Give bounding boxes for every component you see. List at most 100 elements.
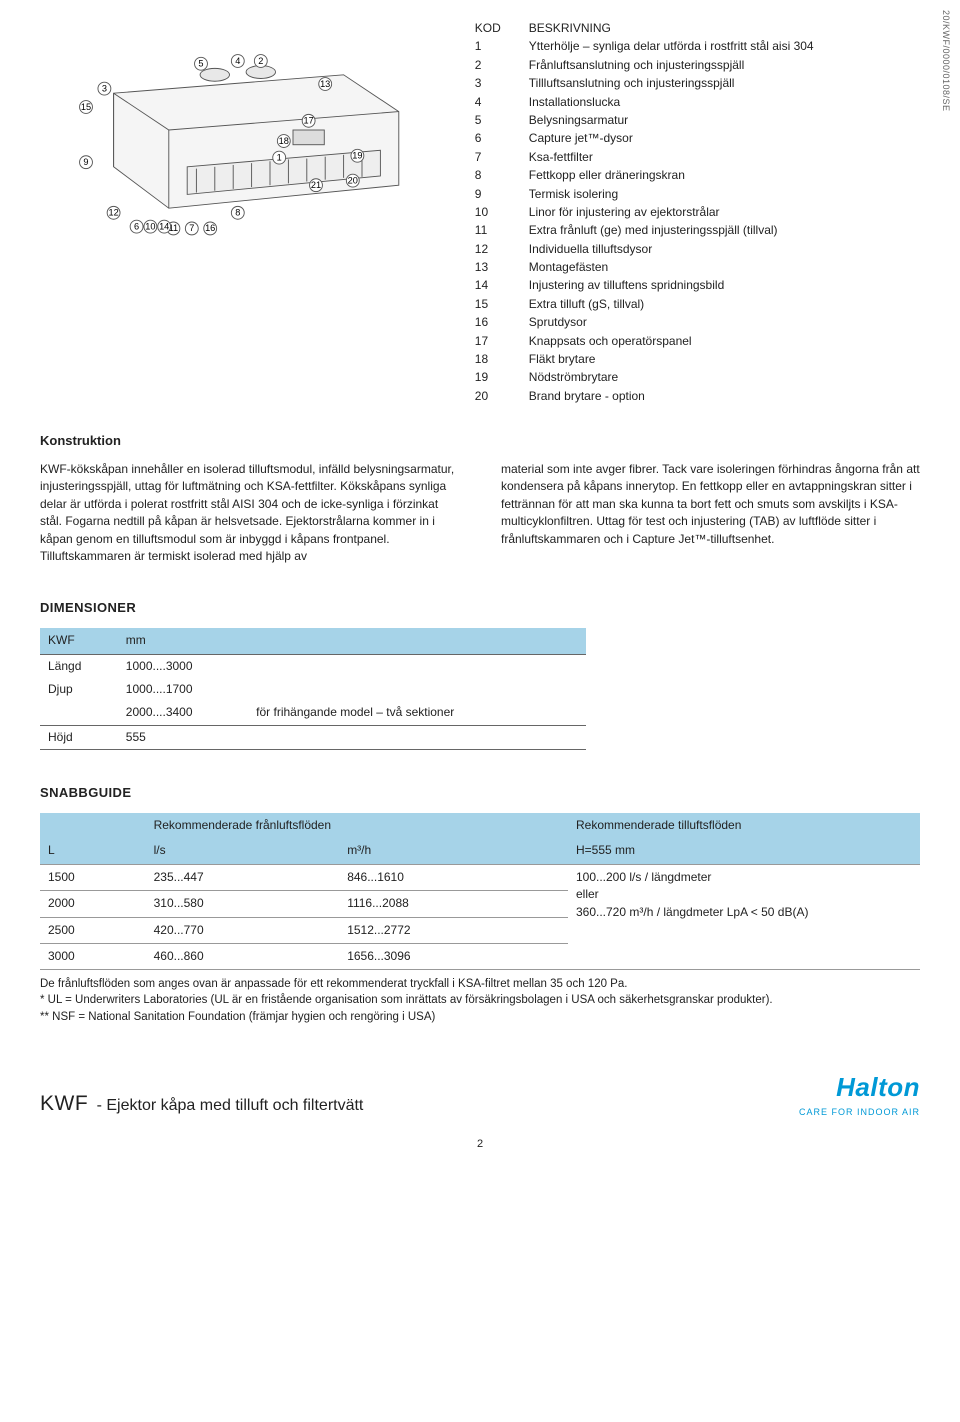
svg-text:4: 4: [235, 56, 240, 66]
footnote-line: * UL = Underwriters Laboratories (UL är …: [40, 992, 920, 1008]
note-line: 360...720 m³/h / längdmeter LpA < 50 dB(…: [576, 905, 808, 919]
product-diagram: 123456789101112131415161718192021: [40, 38, 445, 268]
kod-num: 19: [475, 369, 529, 386]
diagram-column: 123456789101112131415161718192021: [40, 20, 445, 406]
snabb-cell: 1116...2088: [339, 891, 568, 917]
dim-cell: för frihängande model – två sektioner: [248, 701, 585, 725]
kod-desc: Fläkt brytare: [529, 351, 920, 368]
kod-desc: Capture jet™-dysor: [529, 130, 920, 147]
snabb-grp-right: Rekommenderade tilluftsflöden: [568, 813, 920, 838]
kod-row: 14Injustering av tilluftens spridningsbi…: [475, 277, 920, 294]
svg-text:9: 9: [83, 157, 88, 167]
kod-desc: Fettkopp eller dräneringskran: [529, 167, 920, 184]
kod-num: 18: [475, 351, 529, 368]
kod-desc: Brand brytare - option: [529, 388, 920, 405]
kod-header-col1: KOD: [475, 20, 529, 37]
kod-table: KOD BESKRIVNING 1Ytterhölje – synliga de…: [475, 20, 920, 406]
kod-row: 4Installationslucka: [475, 94, 920, 111]
kod-row: 5Belysningsarmatur: [475, 112, 920, 129]
svg-text:5: 5: [198, 59, 203, 69]
konstruktion-columns: KWF-kökskåpan innehåller en isolerad til…: [40, 461, 920, 565]
snabb-cell: 420...770: [146, 917, 340, 943]
product-line: KWF - Ejektor kåpa med tilluft och filte…: [40, 1089, 363, 1119]
table-row: 2000....3400 för frihängande model – två…: [40, 701, 586, 725]
kod-desc: Knappsats och operatörspanel: [529, 333, 920, 350]
kod-desc: Extra tilluft (gS, tillval): [529, 296, 920, 313]
snabbguide-section: SNABBGUIDE Rekommenderade frånluftsflöde…: [40, 784, 920, 1024]
snabb-grp-left: Rekommenderade frånluftsflöden: [146, 813, 568, 838]
kod-row: 2Frånluftsanslutning och injusteringsspj…: [475, 57, 920, 74]
footer-desc: - Ejektor kåpa med tilluft och filtertvä…: [92, 1097, 363, 1114]
halton-logo: Halton: [799, 1069, 920, 1107]
svg-text:19: 19: [352, 151, 362, 161]
svg-text:14: 14: [159, 221, 169, 231]
kod-num: 16: [475, 314, 529, 331]
vertical-doc-code: 20/KWF/0000/0108/SE: [939, 10, 952, 112]
konstruktion-title: Konstruktion: [40, 432, 920, 451]
kod-desc: Extra frånluft (ge) med injusteringsspjä…: [529, 222, 920, 239]
dimensioner-section: DIMENSIONER KWF mm Längd 1000....3000 Dj…: [40, 599, 920, 750]
kod-row: 11Extra frånluft (ge) med injusteringssp…: [475, 222, 920, 239]
dim-cell: 555: [118, 725, 248, 749]
svg-text:15: 15: [81, 102, 91, 112]
dim-h-c2: mm: [118, 628, 248, 654]
dim-cell: Längd: [40, 654, 118, 678]
snabb-footnotes: De frånluftsflöden som anges ovan är anp…: [40, 976, 920, 1024]
kod-row: 1Ytterhölje – synliga delar utförda i ro…: [475, 38, 920, 55]
dim-cell: Djup: [40, 678, 118, 701]
snabb-cell: 1500: [40, 864, 146, 890]
snabb-group-row: Rekommenderade frånluftsflöden Rekommend…: [40, 813, 920, 838]
kod-row: 10Linor för injustering av ejektorstråla…: [475, 204, 920, 221]
snabb-cell: 2500: [40, 917, 146, 943]
kod-desc: Sprutdysor: [529, 314, 920, 331]
kod-row: 12Individuella tilluftsdysor: [475, 241, 920, 258]
kod-header-col2: BESKRIVNING: [529, 20, 920, 37]
page-footer: KWF - Ejektor kåpa med tilluft och filte…: [40, 1069, 920, 1120]
kod-desc: Linor för injustering av ejektorstrålar: [529, 204, 920, 221]
snabb-cell: 2000: [40, 891, 146, 917]
kod-desc: Belysningsarmatur: [529, 112, 920, 129]
snabb-cell: 460...860: [146, 943, 340, 969]
kod-desc: Frånluftsanslutning och injusteringsspjä…: [529, 57, 920, 74]
kod-num: 5: [475, 112, 529, 129]
kod-row: 20Brand brytare - option: [475, 388, 920, 405]
dimensioner-title: DIMENSIONER: [40, 599, 920, 618]
svg-text:10: 10: [145, 221, 155, 231]
dim-h-c1: KWF: [40, 628, 118, 654]
svg-text:6: 6: [134, 221, 139, 231]
svg-text:21: 21: [311, 180, 321, 190]
kod-row: 16Sprutdysor: [475, 314, 920, 331]
footnote-line: De frånluftsflöden som anges ovan är anp…: [40, 976, 920, 992]
kod-desc: Installationslucka: [529, 94, 920, 111]
svg-text:13: 13: [320, 79, 330, 89]
svg-text:20: 20: [348, 175, 358, 185]
kod-num: 12: [475, 241, 529, 258]
snabb-h-c4: H=555 mm: [568, 838, 920, 864]
kod-num: 13: [475, 259, 529, 276]
kod-desc: Tillluftsanslutning och injusteringsspjä…: [529, 75, 920, 92]
kod-row: 6Capture jet™-dysor: [475, 130, 920, 147]
kod-row: 19Nödströmbrytare: [475, 369, 920, 386]
snabb-cell: 310...580: [146, 891, 340, 917]
note-line: 100...200 l/s / längdmeter: [576, 870, 711, 884]
kod-num: 7: [475, 149, 529, 166]
kod-header: KOD BESKRIVNING: [475, 20, 920, 37]
kod-row: 18Fläkt brytare: [475, 351, 920, 368]
kod-num: 1: [475, 38, 529, 55]
kod-desc: Injustering av tilluftens spridningsbild: [529, 277, 920, 294]
svg-text:8: 8: [235, 208, 240, 218]
kod-desc: Termisk isolering: [529, 186, 920, 203]
kod-num: 2: [475, 57, 529, 74]
dim-h-c3: [248, 628, 585, 654]
kod-desc: Nödströmbrytare: [529, 369, 920, 386]
kod-row: 3Tillluftsanslutning och injusteringsspj…: [475, 75, 920, 92]
snabb-header-row: L l/s m³/h H=555 mm: [40, 838, 920, 864]
snabb-cell: 1512...2772: [339, 917, 568, 943]
dim-cell: 1000....3000: [118, 654, 248, 678]
konstruktion-left: KWF-kökskåpan innehåller en isolerad til…: [40, 461, 459, 565]
snabb-empty: [40, 813, 146, 838]
kod-num: 14: [475, 277, 529, 294]
page-number: 2: [40, 1137, 920, 1153]
table-row: Höjd 555: [40, 725, 586, 749]
table-row: 1500 235...447 846...1610 100...200 l/s …: [40, 864, 920, 890]
